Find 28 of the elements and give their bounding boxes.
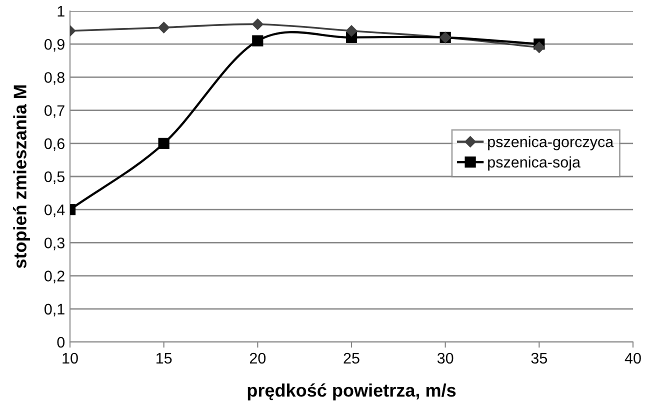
y-tick-label: 0,4 (44, 204, 65, 218)
y-tick-label: 0,7 (44, 105, 64, 118)
legend-label: pszenica-soja (488, 156, 581, 171)
x-tick-label: 40 (624, 352, 641, 364)
point (158, 22, 170, 34)
y-tick-label: 0,5 (44, 171, 64, 184)
point (252, 35, 264, 46)
legend-label: pszenica-gorczyca (488, 136, 614, 150)
y-tick-label: 0,8 (44, 72, 64, 85)
point (534, 42, 545, 54)
y-axis-title: stopień zmieszania M (13, 85, 30, 268)
point (346, 25, 358, 36)
point (158, 138, 170, 149)
y-tick-label: 0 (57, 336, 65, 348)
y-tick-label: 0,6 (44, 138, 64, 151)
x-tick-label: 20 (250, 352, 266, 364)
y-tick-label: 0,9 (44, 38, 64, 52)
y-tick-label: 0,3 (44, 238, 64, 250)
y-tick-label: 1 (58, 6, 64, 17)
x-tick-label: 35 (531, 352, 548, 364)
x-axis-title: prędkość powietrza, m/s (248, 383, 456, 400)
x-tick-label: 10 (62, 352, 78, 364)
x-tick-label: 30 (437, 352, 454, 364)
point (252, 18, 264, 30)
x-tick-label: 25 (344, 352, 360, 364)
y-tick-label: 0,1 (44, 304, 64, 316)
x-tick-label: 15 (156, 352, 172, 364)
y-tick-label: 0,2 (44, 270, 64, 284)
